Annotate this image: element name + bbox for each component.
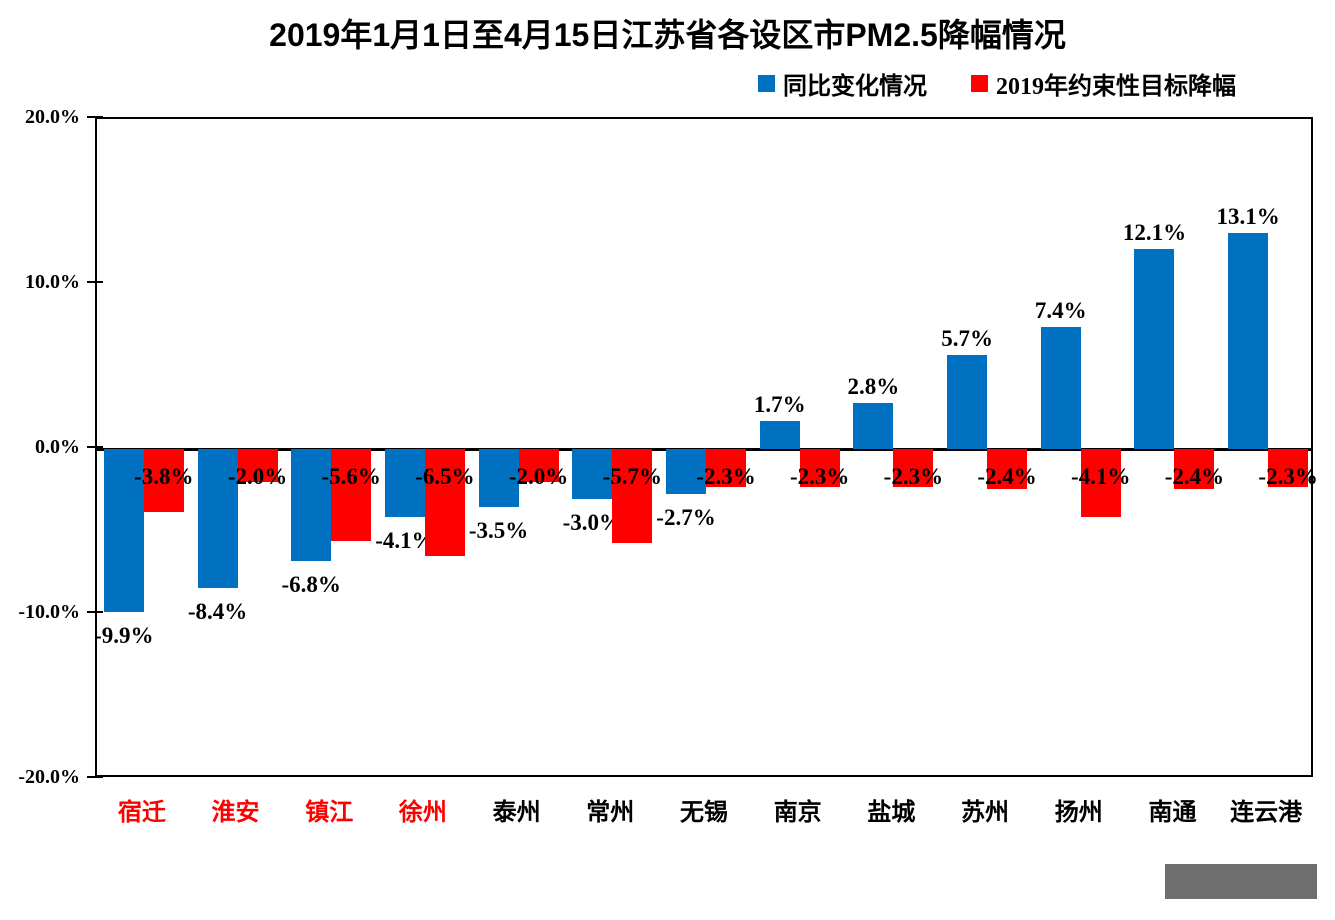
red-bar-label: -5.6% xyxy=(321,464,381,489)
x-tick-label: 扬州 xyxy=(1054,799,1103,826)
legend: 同比变化情况 2019年约束性目标降幅 xyxy=(758,66,1236,101)
y-tick-label: 10.0% xyxy=(25,271,80,293)
blue-bar-label: -2.7% xyxy=(656,504,716,530)
red-bar xyxy=(1268,449,1309,487)
blue-bar-label: -9.9% xyxy=(94,623,154,649)
blue-bar-label: 1.7% xyxy=(753,391,806,417)
blue-bar xyxy=(666,449,706,494)
red-bar-label: -4.1% xyxy=(1071,464,1131,489)
red-bar xyxy=(987,449,1028,489)
red-bar-label: -2.4% xyxy=(1164,464,1225,489)
legend-item-target: 2019年约束性目标降幅 xyxy=(971,66,1236,101)
red-bar-label: -3.8% xyxy=(134,464,194,489)
blue-bar xyxy=(384,449,425,517)
red-bar-label: -2.3% xyxy=(883,464,944,489)
x-tick-label: 连云港 xyxy=(1230,799,1303,826)
blue-bar-label: 12.1% xyxy=(1122,220,1187,246)
red-bar xyxy=(799,449,840,487)
x-tick-label: 南通 xyxy=(1148,799,1197,826)
y-tick-label: 20.0% xyxy=(25,106,80,128)
blue-bar xyxy=(1040,326,1081,449)
red-bar-label: -2.0% xyxy=(508,464,569,489)
blue-bar-label: -3.0% xyxy=(562,509,622,535)
blue-bar-label: 13.1% xyxy=(1216,203,1280,229)
red-bar xyxy=(237,449,278,482)
legend-label-target: 2019年约束性目标降幅 xyxy=(996,74,1236,100)
legend-item-yoy-change: 同比变化情况 xyxy=(758,66,927,101)
red-bar-label: -2.0% xyxy=(227,464,288,489)
red-bar xyxy=(612,449,653,544)
red-bar xyxy=(518,449,559,482)
plot-area: -9.9% -3.8% -8.4% -2.0% -6.8% -5.6% -4.1% -6.5%… xyxy=(94,117,1318,777)
red-bar-label: -6.5% xyxy=(415,464,475,489)
blue-bar xyxy=(1134,249,1175,449)
red-bar xyxy=(893,449,934,487)
y-tick-label: -10.0% xyxy=(18,601,80,623)
blue-bar xyxy=(197,449,238,588)
red-bar xyxy=(424,449,465,557)
blue-bar-label: 7.4% xyxy=(1034,297,1087,323)
red-bar xyxy=(331,449,372,542)
red-bar-label: -5.7% xyxy=(602,464,662,489)
x-tick-label: 常州 xyxy=(586,799,635,826)
blue-bar-label: -6.8% xyxy=(281,572,341,598)
x-tick-label: 无锡 xyxy=(679,799,728,826)
red-bar xyxy=(1174,449,1215,489)
y-tick-mark xyxy=(87,776,103,778)
x-tick-label: 镇江 xyxy=(305,799,354,826)
x-tick-label: 苏州 xyxy=(961,799,1010,826)
blue-bar xyxy=(759,420,800,449)
blue-bar xyxy=(103,449,144,613)
x-tick-label: 泰州 xyxy=(492,799,541,826)
blue-bar xyxy=(572,449,613,499)
blue-bar xyxy=(1228,232,1269,449)
red-bar xyxy=(143,449,184,512)
x-tick-label: 盐城 xyxy=(867,799,916,826)
red-bar-label: -2.3% xyxy=(789,464,850,489)
red-bar-label: -2.3% xyxy=(1258,464,1318,489)
blue-bar xyxy=(478,449,519,507)
blue-bar xyxy=(853,402,894,449)
chart-title: 2019年1月1日至4月15日江苏省各设区市PM2.5降幅情况 xyxy=(269,17,1066,53)
red-bar xyxy=(706,449,746,487)
blue-bar-label: 5.7% xyxy=(941,325,993,351)
x-tick-label: 淮安 xyxy=(211,799,260,826)
blue-bar-label: -8.4% xyxy=(187,598,248,624)
blue-bar xyxy=(947,354,988,449)
red-bar-label: -2.4% xyxy=(977,464,1037,489)
blue-bar-label: -4.1% xyxy=(375,527,435,553)
x-tick-label: 徐州 xyxy=(398,799,447,826)
blue-bar-label: 2.8% xyxy=(847,373,900,399)
x-tick-label: 宿迁 xyxy=(117,799,166,826)
watermark-redaction-box xyxy=(1165,864,1317,899)
red-bar xyxy=(1080,449,1121,517)
blue-bar xyxy=(291,449,332,562)
blue-bar-label: -3.5% xyxy=(468,517,529,543)
legend-swatch-blue xyxy=(758,75,775,92)
legend-swatch-red xyxy=(971,75,988,92)
red-bar-label: -2.3% xyxy=(696,464,756,489)
y-tick-label: -20.0% xyxy=(18,766,80,788)
x-tick-label: 南京 xyxy=(773,799,822,826)
legend-label-yoy-change: 同比变化情况 xyxy=(783,74,927,100)
y-tick-label: 0.0% xyxy=(35,436,80,458)
